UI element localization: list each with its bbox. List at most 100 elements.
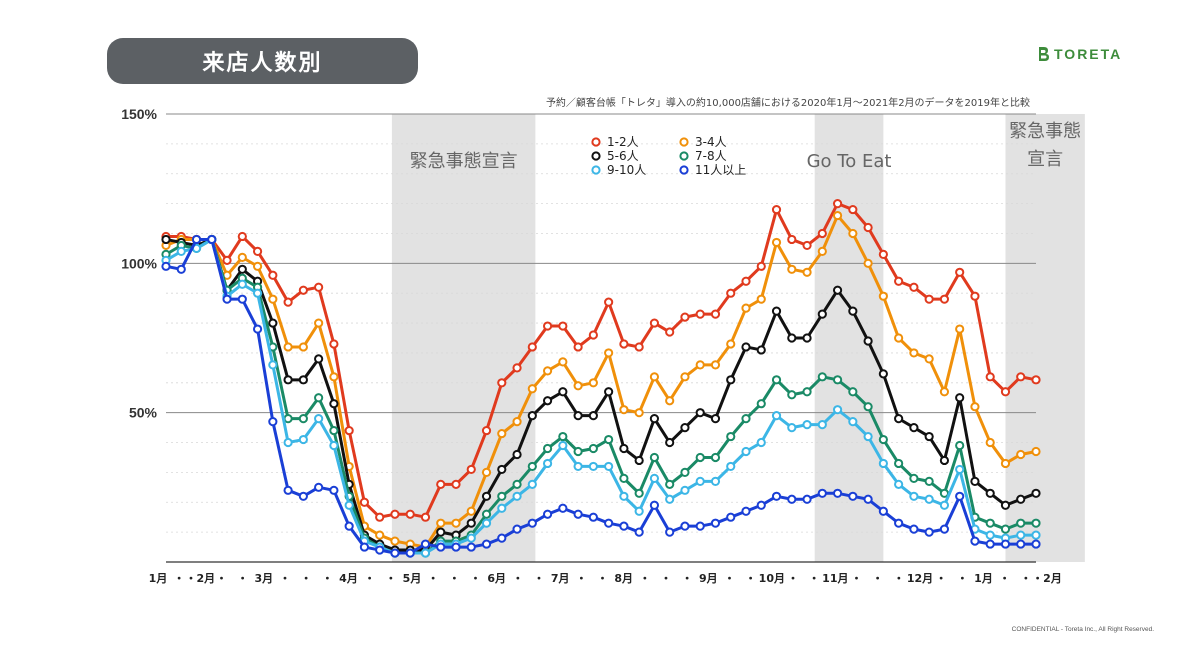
data-point — [909, 423, 919, 433]
data-point — [481, 425, 492, 436]
x-tick-label: 5月 — [403, 572, 422, 585]
data-point — [237, 279, 247, 289]
x-tick-label: ・ — [1020, 572, 1031, 585]
x-tick-label: ・ — [364, 572, 375, 585]
data-point — [802, 387, 812, 397]
data-point — [481, 509, 492, 519]
data-point — [665, 396, 675, 406]
data-point — [970, 536, 980, 546]
x-tick-label: 12月 — [907, 572, 933, 585]
data-point — [1031, 518, 1041, 528]
data-point — [573, 461, 583, 472]
data-point — [756, 399, 766, 409]
x-tick-label: ・ — [809, 572, 820, 585]
data-point — [955, 440, 965, 451]
data-point — [268, 270, 278, 280]
x-tick-label: ・ — [851, 572, 862, 585]
data-point — [939, 500, 950, 510]
data-point — [985, 437, 995, 448]
data-point — [481, 518, 492, 528]
data-point — [726, 375, 736, 385]
data-point — [771, 375, 782, 385]
y-tick-label: 100% — [121, 255, 157, 271]
legend-marker — [679, 165, 689, 175]
data-point — [497, 378, 507, 388]
data-point — [649, 452, 660, 463]
data-point — [558, 431, 568, 442]
data-point — [604, 297, 614, 307]
data-point — [497, 533, 507, 543]
data-point — [741, 506, 751, 516]
data-point — [848, 306, 858, 316]
data-point — [481, 491, 492, 501]
data-point — [649, 500, 660, 510]
series-line-9-10人 — [165, 237, 1036, 555]
data-point — [573, 381, 583, 391]
data-point — [1031, 530, 1041, 540]
data-point — [771, 491, 782, 501]
data-point — [894, 479, 904, 489]
x-tick-label: ・ — [661, 572, 672, 585]
data-point — [283, 375, 293, 385]
data-point — [680, 372, 690, 382]
data-point — [771, 237, 782, 248]
data-point — [741, 303, 751, 313]
data-point — [314, 318, 324, 328]
data-point — [237, 231, 247, 242]
data-point — [375, 530, 385, 540]
data-point — [695, 408, 705, 418]
data-point — [542, 396, 553, 406]
x-tick-label: 11月 — [822, 572, 848, 585]
x-tick-label: ・ — [449, 572, 460, 585]
data-point — [771, 306, 782, 316]
data-point — [832, 488, 843, 498]
legend-label: 9-10人 — [607, 163, 646, 177]
data-point — [542, 321, 553, 331]
data-point — [588, 512, 598, 522]
data-point — [558, 503, 568, 513]
data-point — [726, 339, 736, 349]
data-point — [558, 321, 568, 331]
data-point — [787, 234, 797, 245]
data-point — [207, 234, 217, 245]
data-point — [970, 291, 980, 301]
x-tick-label: 1月 — [974, 572, 993, 585]
data-point — [924, 431, 934, 442]
data-point — [741, 446, 751, 457]
data-point — [298, 285, 308, 295]
data-point — [787, 390, 797, 400]
data-point — [542, 443, 553, 454]
data-point — [283, 414, 293, 424]
data-point — [817, 246, 827, 256]
data-point — [939, 524, 950, 534]
footer-confidential: CONFIDENTIAL - Toreta Inc., All Right Re… — [1011, 626, 1154, 633]
slide-title-pill: 来店人数別 — [107, 38, 418, 84]
x-tick-label: ・ — [280, 572, 291, 585]
data-point — [252, 246, 263, 256]
data-point — [939, 455, 950, 466]
data-point — [817, 420, 827, 430]
data-point — [573, 411, 583, 421]
data-point — [1016, 539, 1026, 549]
series-line-5-6人 — [165, 237, 1037, 552]
data-point — [756, 500, 766, 510]
shaded-period-label: 宣言 — [1027, 149, 1063, 170]
data-point — [298, 414, 308, 424]
data-point — [878, 291, 888, 301]
legend-marker — [679, 137, 689, 147]
data-point — [314, 482, 324, 492]
data-point — [298, 491, 308, 501]
data-point — [634, 455, 644, 466]
legend-label: 11人以上 — [695, 163, 746, 177]
data-point — [542, 458, 553, 469]
data-point — [314, 414, 324, 424]
x-tick-label: ・ — [999, 572, 1010, 585]
data-point — [558, 357, 568, 367]
x-tick-label: ・2月 — [186, 572, 216, 585]
data-point — [1000, 458, 1011, 469]
data-point — [527, 518, 537, 528]
data-point — [710, 309, 721, 319]
x-tick-label: ・ — [534, 572, 545, 585]
data-point — [1016, 449, 1026, 460]
data-point — [787, 264, 797, 274]
